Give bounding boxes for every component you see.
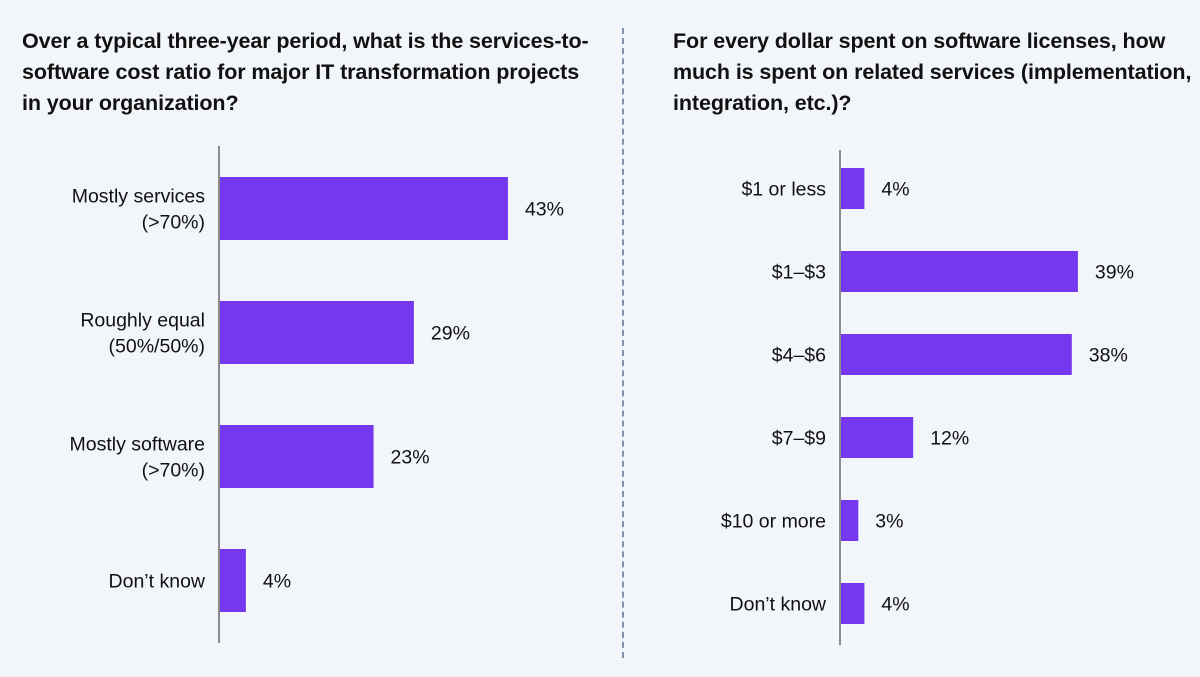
bar-right-1 — [840, 251, 1078, 292]
value-label-left-3: 4% — [263, 571, 291, 593]
bar-right-0 — [840, 168, 865, 209]
value-label-left-1: 29% — [431, 323, 470, 345]
value-label-right-2: 38% — [1089, 345, 1128, 367]
category-label-left-2: (>70%) — [142, 460, 205, 482]
value-label-right-0: 4% — [881, 179, 909, 201]
bar-left-2 — [219, 425, 374, 488]
bar-right-2 — [840, 334, 1072, 375]
category-label-left-1: Roughly equal — [80, 310, 205, 332]
chart-title-right: For every dollar spent on software licen… — [673, 29, 1192, 115]
category-label-right-5: Don’t know — [730, 594, 827, 616]
bar-right-5 — [840, 583, 865, 624]
bar-left-3 — [219, 549, 246, 612]
category-label-left-0: Mostly services — [72, 186, 206, 208]
category-label-left-3: Don’t know — [109, 571, 206, 593]
value-label-left-2: 23% — [391, 447, 430, 469]
bar-left-0 — [219, 177, 508, 240]
category-label-right-4: $10 or more — [721, 511, 826, 533]
category-label-right-0: $1 or less — [741, 179, 826, 201]
category-label-left-1: (50%/50%) — [109, 336, 205, 358]
category-label-right-2: $4–$6 — [772, 345, 826, 367]
value-label-right-1: 39% — [1095, 262, 1134, 284]
category-label-left-2: Mostly software — [70, 434, 205, 456]
value-label-left-0: 43% — [525, 199, 564, 221]
value-label-right-4: 3% — [875, 511, 903, 533]
chart-title-left: Over a typical three-year period, what i… — [22, 29, 589, 115]
value-label-right-3: 12% — [930, 428, 969, 450]
bar-right-3 — [840, 417, 914, 458]
bar-left-1 — [219, 301, 414, 364]
category-label-right-3: $7–$9 — [772, 428, 826, 450]
category-label-left-0: (>70%) — [142, 212, 205, 234]
bar-right-4 — [840, 500, 859, 541]
category-label-right-1: $1–$3 — [772, 262, 826, 284]
panel-divider — [622, 28, 624, 658]
value-label-right-5: 4% — [881, 594, 909, 616]
